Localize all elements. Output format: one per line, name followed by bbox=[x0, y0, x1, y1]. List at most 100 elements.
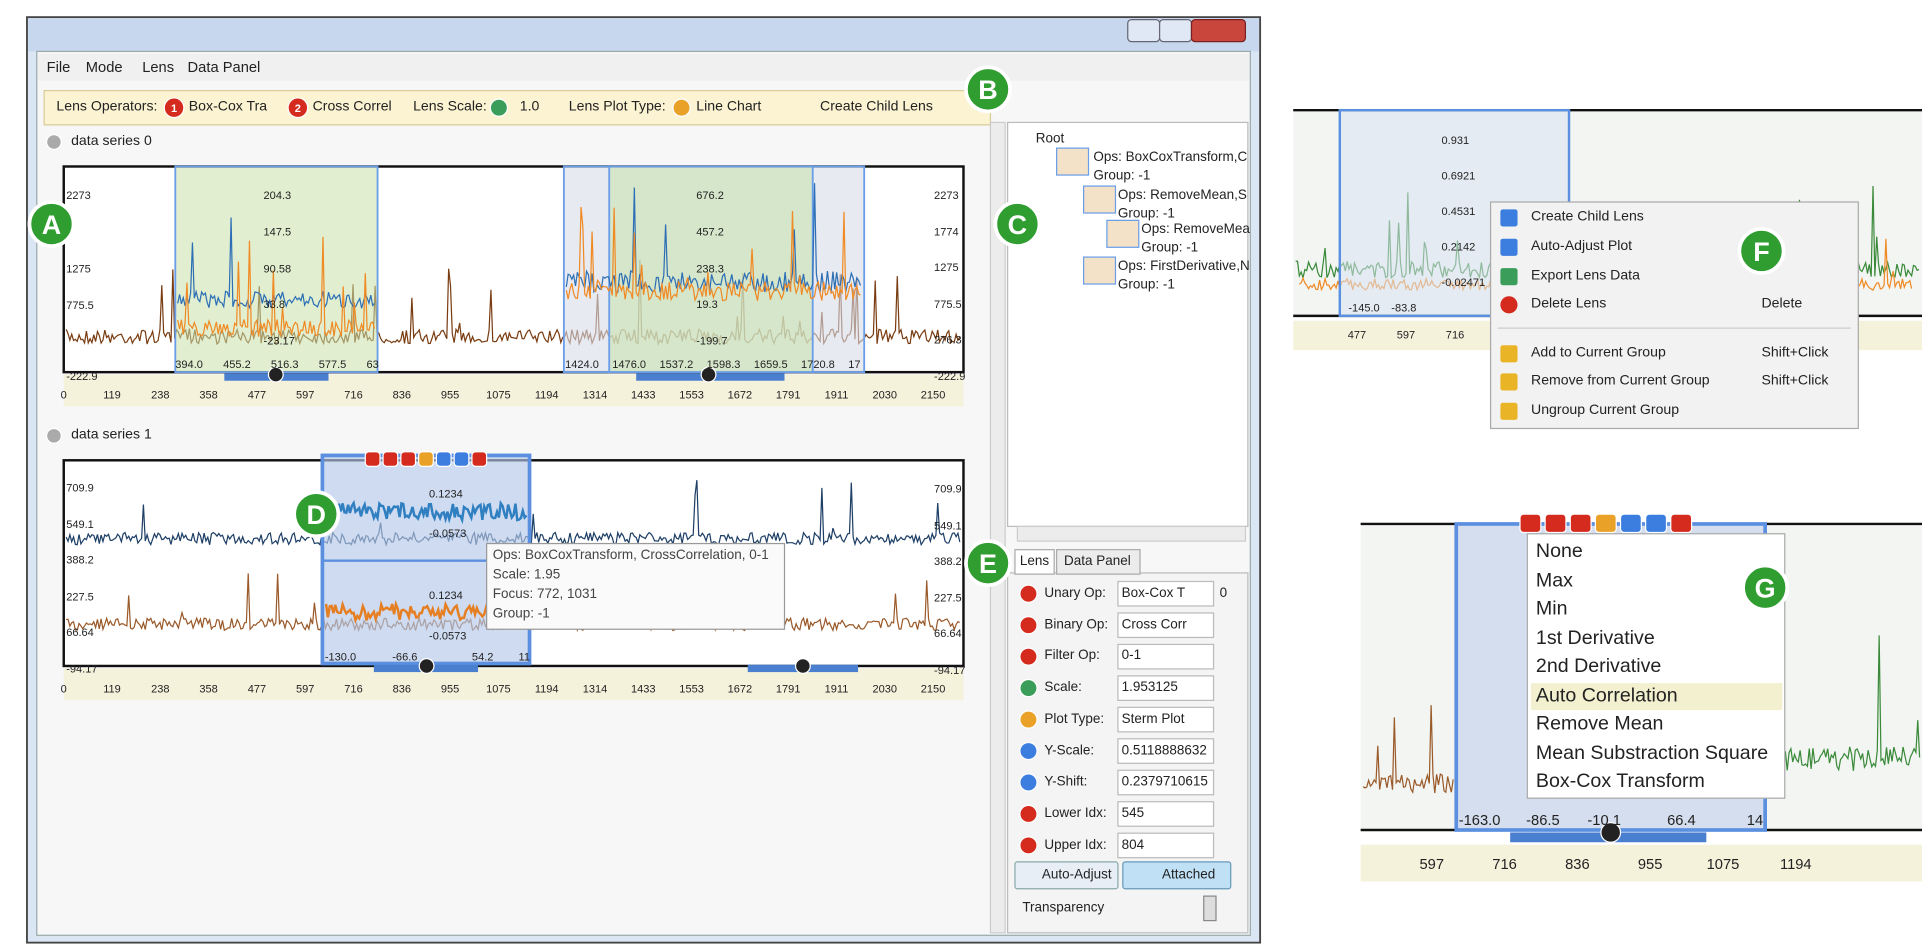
x-tick-label: 1433 bbox=[631, 388, 656, 401]
property-field bbox=[1117, 580, 1215, 607]
x-tick-label: 1075 bbox=[486, 682, 511, 695]
lock-icon bbox=[1600, 822, 1622, 843]
menu-item[interactable]: Box-Cox Transform bbox=[1535, 771, 1705, 793]
menu-item[interactable]: Auto Correlation bbox=[1535, 684, 1678, 706]
menu-icon bbox=[1500, 373, 1518, 391]
y-tick-label: 388.2 bbox=[934, 555, 962, 568]
menu-item[interactable]: 1st Derivative bbox=[1535, 627, 1655, 649]
dropdown[interactable]: Box-Cox Tra bbox=[188, 99, 268, 115]
menu-item[interactable]: Lens bbox=[142, 58, 175, 76]
tree-node-group: Group: -1 bbox=[1117, 206, 1175, 221]
y-tick-label: -222.9 bbox=[934, 370, 966, 383]
menu-item[interactable]: File bbox=[46, 58, 71, 76]
unary-icon bbox=[163, 97, 185, 119]
unary-icon-glyph: 1 bbox=[171, 103, 177, 115]
tooltip-text: Focus: 772, 1031 bbox=[492, 587, 597, 602]
button-label[interactable]: Auto-Adjust bbox=[1041, 867, 1112, 883]
menu-item[interactable]: Remove from Current Group bbox=[1531, 373, 1710, 389]
button[interactable]: Create Child Lens bbox=[820, 99, 933, 115]
property-value[interactable]: 0.2379710615 bbox=[1121, 774, 1208, 790]
series-line bbox=[1764, 635, 1921, 772]
menu-item[interactable]: Auto-Adjust Plot bbox=[1531, 239, 1633, 254]
y-tick-label: 775.5 bbox=[934, 297, 962, 311]
tree-node[interactable]: Ops: RemoveMea bbox=[1141, 222, 1250, 237]
tab-label[interactable]: Lens bbox=[1019, 553, 1050, 569]
lens-x-label: 394.0 bbox=[175, 358, 203, 371]
y-tick-label: 66.64 bbox=[66, 626, 94, 639]
slider-thumb bbox=[1203, 895, 1217, 922]
callout bbox=[964, 539, 1012, 588]
property-label: Unary Op: bbox=[1044, 585, 1106, 601]
menu-item[interactable]: Max bbox=[1535, 569, 1573, 591]
menu-item[interactable]: None bbox=[1535, 541, 1583, 562]
menu-icon bbox=[1500, 345, 1518, 363]
lens-label: 457.2 bbox=[696, 225, 724, 238]
tree-node[interactable]: Ops: RemoveMean,S bbox=[1117, 187, 1247, 203]
property-value[interactable]: Sterm Plot bbox=[1121, 711, 1185, 727]
binary-icon-glyph: 2 bbox=[295, 103, 301, 115]
property-value[interactable]: 0-1 bbox=[1121, 648, 1142, 664]
tree-node[interactable]: Root bbox=[1035, 131, 1065, 147]
lens-label: 204.3 bbox=[263, 189, 292, 202]
x-tick-label: 1075 bbox=[486, 388, 511, 401]
tree-node-icon bbox=[1106, 219, 1140, 248]
x-tick-label: 2150 bbox=[920, 682, 946, 695]
menu-item[interactable]: Ungroup Current Group bbox=[1531, 403, 1680, 418]
lens-label: 33.8 bbox=[263, 298, 286, 311]
menu-item[interactable]: Remove Mean bbox=[1535, 713, 1664, 735]
x-tick-label: 2150 bbox=[920, 388, 946, 401]
axis-strip bbox=[63, 668, 964, 701]
menu-item[interactable]: Create Child Lens bbox=[1531, 209, 1644, 225]
lens-x-label: -10.1 bbox=[1587, 811, 1621, 829]
tooltip-text: Ops: BoxCoxTransform, CrossCorrelation, … bbox=[492, 547, 769, 563]
x-tick-label: 597 bbox=[1419, 855, 1445, 873]
tab-label[interactable]: Data Panel bbox=[1063, 553, 1131, 569]
tree-node-icon bbox=[1082, 256, 1117, 285]
property-value[interactable]: 1.953125 bbox=[1121, 680, 1178, 695]
tree-node[interactable]: Ops: BoxCoxTransform,C bbox=[1093, 149, 1248, 165]
lens-x-label: 1476.0 bbox=[612, 358, 647, 371]
menu-item[interactable]: Min bbox=[1535, 598, 1568, 620]
menu-item[interactable]: Export Lens Data bbox=[1531, 268, 1640, 284]
property-value[interactable]: Cross Corr bbox=[1121, 617, 1187, 632]
property-label: Filter Op: bbox=[1044, 648, 1100, 664]
dropdown[interactable]: Line Chart bbox=[696, 99, 762, 115]
lens-label: -0.02471 bbox=[1441, 276, 1486, 289]
series-title: data series 1 bbox=[71, 427, 152, 443]
property-value[interactable]: 804 bbox=[1121, 837, 1145, 853]
lens-tool-icon bbox=[400, 451, 417, 468]
lens-tool-icon bbox=[1569, 513, 1592, 534]
menu-item[interactable]: Mean Substraction Square bbox=[1535, 742, 1769, 764]
callout-letter: C bbox=[1007, 209, 1028, 240]
x-tick-label: 1553 bbox=[679, 682, 704, 695]
h-scrollbar bbox=[1016, 525, 1247, 542]
lens-tool-icon bbox=[417, 451, 434, 468]
lens-line bbox=[324, 499, 528, 525]
lens-tool-icon bbox=[435, 451, 452, 468]
property-value[interactable]: 545 bbox=[1121, 806, 1145, 821]
lens-x-label: 14 bbox=[1746, 811, 1764, 829]
property-value[interactable]: Box-Cox T bbox=[1121, 585, 1186, 601]
y-tick-label: 388.2 bbox=[66, 554, 94, 567]
y-tick-label: -94.17 bbox=[66, 662, 98, 676]
x-tick-label: 1911 bbox=[824, 388, 849, 401]
menu-item[interactable]: Delete Lens bbox=[1531, 296, 1607, 312]
menu-item[interactable]: Data Panel bbox=[187, 58, 261, 76]
lens-label: -0.0573 bbox=[429, 629, 467, 643]
x-tick-label: 1314 bbox=[582, 682, 608, 695]
dropdown[interactable]: Cross Correl bbox=[312, 99, 392, 115]
menu-item[interactable]: 2nd Derivative bbox=[1535, 656, 1662, 677]
property-label: Scale: bbox=[1044, 680, 1082, 695]
button-label[interactable]: Attached bbox=[1162, 867, 1216, 883]
tooltip-text: Scale: 1.95 bbox=[492, 567, 561, 583]
property-value[interactable]: 0 bbox=[1219, 585, 1228, 601]
x-tick-label: 716 bbox=[1492, 855, 1517, 873]
tree-node[interactable]: Ops: FirstDerivative,N bbox=[1117, 258, 1250, 274]
property-value[interactable]: 0.5118888632 bbox=[1121, 743, 1207, 758]
property-icon bbox=[1019, 678, 1038, 698]
x-tick-label: 716 bbox=[1445, 328, 1465, 341]
property-field bbox=[1117, 832, 1215, 859]
menu-item[interactable]: Add to Current Group bbox=[1531, 345, 1666, 361]
tree-node-icon bbox=[1056, 147, 1090, 176]
menu-item[interactable]: Mode bbox=[85, 58, 123, 76]
